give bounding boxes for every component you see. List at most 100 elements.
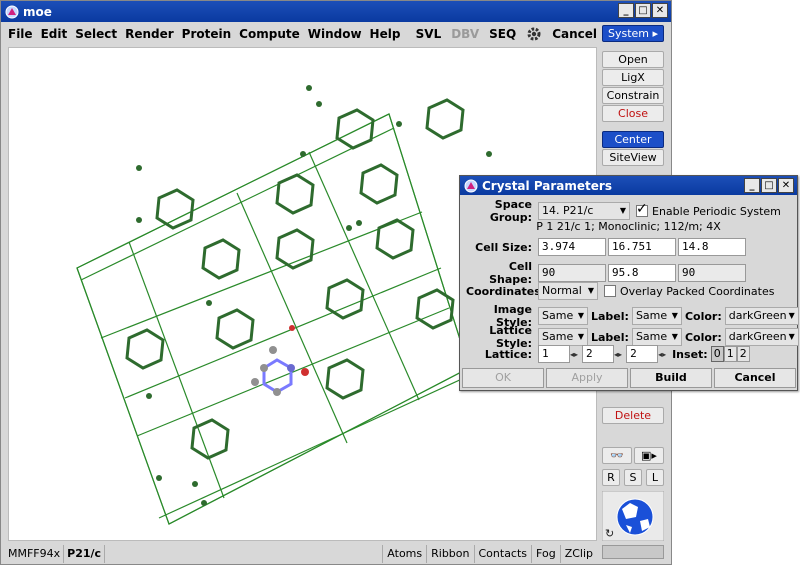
maximize-button[interactable]: □ [635,3,651,18]
dialog-minimize-button[interactable]: _ [744,178,760,193]
lattice-label: Lattice: [484,347,532,361]
dialog-app-icon [464,179,478,192]
build-button[interactable]: Build [630,368,712,388]
menu-render[interactable]: Render [125,27,174,41]
ribbon-button[interactable]: Ribbon [426,545,473,563]
cell-shape-alpha-input[interactable]: 90 [538,264,606,282]
apply-button[interactable]: Apply [546,368,628,388]
rotation-globe-icon[interactable]: ↻ [602,491,664,541]
molecule-rings [125,98,465,460]
menu-protein[interactable]: Protein [181,27,232,41]
cell-size-b-input[interactable]: 16.751 [608,238,676,256]
dialog-titlebar[interactable]: Crystal Parameters _ □ ✕ [460,176,797,195]
cell-shape-gamma-input[interactable]: 90 [678,264,746,282]
open-button[interactable]: Open [602,51,664,68]
image-style-label: Image Style: [493,303,532,329]
s-button[interactable]: S [624,469,642,486]
forcefield-status[interactable]: MMFF94x [5,545,65,563]
delete-button[interactable]: Delete [602,407,664,424]
svg-text:↻: ↻ [605,527,614,540]
menubar: File Edit Select Render Protein Compute … [5,23,597,45]
atoms-button[interactable]: Atoms [382,545,426,563]
svl-button[interactable]: SVL [415,27,442,41]
overlay-packed-label: Overlay Packed Coordinates [620,284,775,298]
main-window: moe _ □ ✕ File Edit Select Render Protei… [0,0,672,565]
cell-size-a-input[interactable]: 3.974 [538,238,606,256]
image-color-select[interactable]: darkGreen ▼ [724,307,799,325]
menu-select[interactable]: Select [75,27,118,41]
statusbar: MMFF94x P21/c Atoms Ribbon Contacts Fog … [5,544,597,564]
system-button[interactable]: System ▸ [602,25,664,42]
crystal-scene [76,85,492,525]
space-group-select[interactable]: 14. P21/c ▼ [538,202,630,220]
image-color-label: Color: [684,309,722,323]
coordinates-select[interactable]: Normal ▼ [538,282,598,300]
dialog-cancel-button[interactable]: Cancel [714,368,796,388]
center-button[interactable]: Center [602,131,664,148]
enable-periodic-label: Enable Periodic System [652,204,781,218]
inset-label: Inset: [672,347,708,361]
inset-1-button[interactable]: 1 [723,346,737,362]
dialog-maximize-button[interactable]: □ [761,178,777,193]
cancel-toolbar-button[interactable]: Cancel [552,27,597,41]
cell-shape-label: Cell Shape: [489,260,532,286]
spacegroup-status[interactable]: P21/c [64,545,106,563]
lattice-b-input[interactable]: 2 [582,345,615,363]
lattice-a-stepper-icon[interactable]: ◂▸ [570,349,579,359]
l-button[interactable]: L [646,469,664,486]
space-group-label: Space Group: [489,198,532,224]
constrain-button[interactable]: Constrain ▸ [602,87,664,117]
cell-size-label: Cell Size: [475,240,532,254]
menu-window[interactable]: Window [307,27,362,41]
image-label-label: Label: [591,309,629,323]
lattice-style-label: Lattice Style: [489,324,532,350]
close-button[interactable]: Close [602,105,664,122]
dialog-close-button[interactable]: ✕ [778,178,794,193]
snapshot-icon[interactable]: ▣▸ [634,447,664,464]
gear-icon[interactable] [526,26,542,42]
lattice-c-stepper-icon[interactable]: ◂▸ [658,349,667,359]
image-label-select[interactable]: Same ▼ [631,307,682,325]
lattice-style-select[interactable]: Same ▼ [538,328,588,346]
overlay-packed-checkbox[interactable] [604,285,616,297]
fog-button[interactable]: Fog [531,545,560,563]
dbv-button[interactable]: DBV [451,27,480,41]
stereo-glasses-icon[interactable]: 👓 [602,447,632,464]
lattice-box [76,113,470,525]
image-style-select[interactable]: Same ▼ [538,307,588,325]
contacts-button[interactable]: Contacts [473,545,532,563]
lattice-b-stepper-icon[interactable]: ◂▸ [614,349,623,359]
r-button[interactable]: R [602,469,620,486]
siteview-button[interactable]: SiteView [602,149,664,166]
lattice-a-input[interactable]: 1 [538,345,570,363]
crystal-parameters-dialog: Crystal Parameters _ □ ✕ Space Group: 14… [459,175,799,391]
scattered-atoms [136,85,492,506]
coordinates-label: Coordinates: [466,284,546,298]
lattice-c-input[interactable]: 2 [626,345,659,363]
lattice-label-select[interactable]: Same ▼ [631,328,682,346]
enable-periodic-checkbox[interactable] [636,201,648,217]
progress-strip [602,545,664,559]
main-titlebar[interactable]: moe _ □ ✕ [1,1,671,22]
space-group-description: P 1 21/c 1; Monoclinic; 112/m; 4X [536,220,721,233]
minimize-button[interactable]: _ [618,3,634,18]
ligand-molecule [251,325,309,396]
menu-file[interactable]: File [8,27,33,41]
app-title: moe [23,4,52,19]
cell-size-c-input[interactable]: 14.8 [678,238,746,256]
ligx-button[interactable]: LigX [602,69,664,86]
right-panel: System ▸ Open LigX Constrain ▸ Close Cen… [599,23,671,565]
inset-2-button[interactable]: 2 [736,346,750,362]
menu-compute[interactable]: Compute [239,27,300,41]
close-window-button[interactable]: ✕ [652,3,668,18]
seq-button[interactable]: SEQ [489,27,517,41]
inset-0-button[interactable]: 0 [710,346,724,362]
ok-button[interactable]: OK [462,368,544,388]
lattice-color-select[interactable]: darkGreen ▼ [724,328,799,346]
zclip-button[interactable]: ZClip [559,545,597,563]
lattice-color-label: Color: [684,330,722,344]
menu-help[interactable]: Help [369,27,401,41]
menu-edit[interactable]: Edit [40,27,68,41]
lattice-label-label: Label: [591,330,629,344]
cell-shape-beta-input[interactable]: 95.8 [608,264,676,282]
